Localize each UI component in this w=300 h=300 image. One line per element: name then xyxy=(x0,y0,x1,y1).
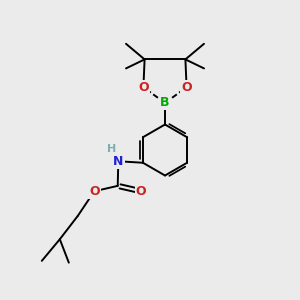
Text: O: O xyxy=(136,185,146,198)
Text: H: H xyxy=(107,144,116,154)
Text: O: O xyxy=(89,185,100,198)
Text: O: O xyxy=(138,81,149,94)
Text: O: O xyxy=(181,81,192,94)
Text: N: N xyxy=(113,155,124,168)
Text: B: B xyxy=(160,96,170,110)
